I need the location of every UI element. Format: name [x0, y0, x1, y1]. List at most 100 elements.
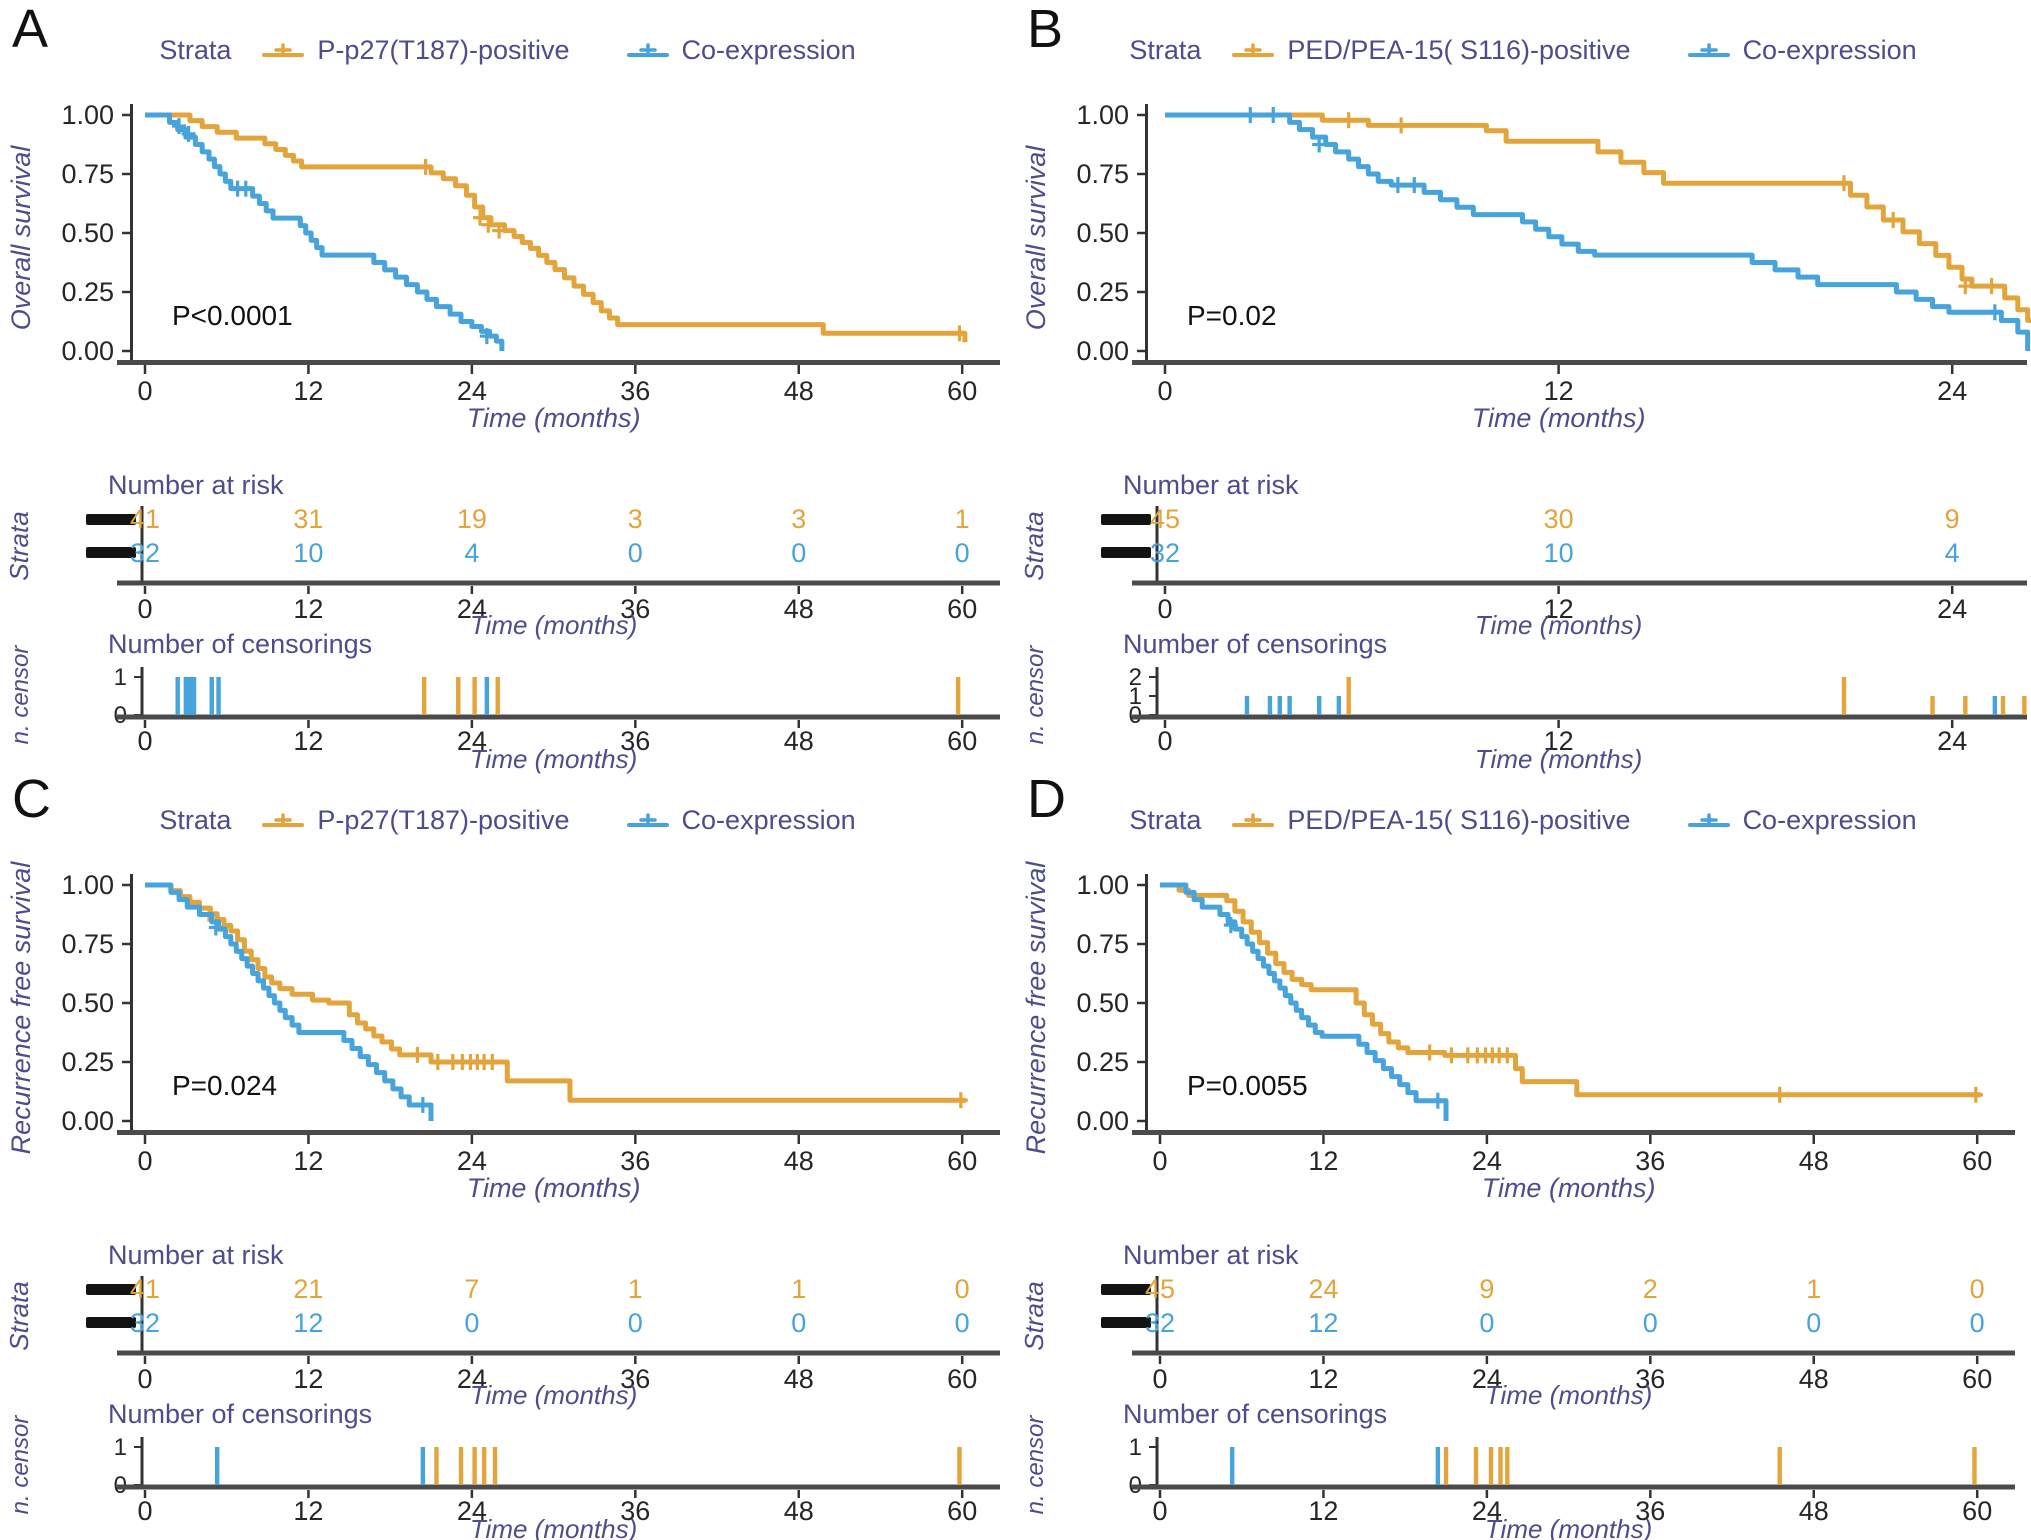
x-tick-label: 0 [1157, 376, 1172, 406]
risk-count: 3 [791, 504, 806, 534]
y-tick-label: 0.25 [61, 1047, 114, 1077]
km-curve [1165, 112, 2031, 351]
risk-count: 19 [457, 504, 487, 534]
x-tick-label: 24 [457, 376, 487, 406]
x-tick-label: 0 [1152, 1146, 1167, 1176]
censor-bar [420, 1447, 426, 1485]
strata-dash-orange [86, 514, 136, 525]
censor-y-axis-title: n. censor [7, 645, 34, 745]
censor-bar [1229, 1447, 1235, 1485]
x-tick-label: 60 [947, 594, 977, 624]
x-tick-label: 48 [1799, 1364, 1829, 1394]
censor-bar [492, 1447, 498, 1485]
y-tick-label: 1 [114, 664, 127, 691]
censor-bar [1316, 696, 1322, 715]
panel-C: C Strata P-p27(T187)-positive Co-express… [0, 770, 1015, 1540]
km-curve [1165, 112, 2031, 323]
x-axis-title: Time (months) [470, 610, 637, 640]
x-tick-label: 36 [1635, 1496, 1665, 1526]
y-tick-label: 0.75 [61, 929, 114, 959]
strata-dash-blue [1101, 1317, 1151, 1328]
censor-bar [1267, 696, 1273, 715]
x-tick-label: 0 [137, 1146, 152, 1176]
x-tick-label: 48 [1799, 1496, 1829, 1526]
x-tick-label: 12 [293, 1364, 323, 1394]
censor-bar [472, 677, 477, 715]
x-axis-title: Time (months) [1475, 744, 1642, 774]
censor-bar [1336, 696, 1342, 715]
x-tick-label: 0 [137, 1496, 152, 1526]
strata-dash-blue [86, 547, 136, 558]
legend: Strata P-p27(T187)-positive Co-expressio… [159, 805, 855, 840]
risk-count: 0 [1479, 1308, 1494, 1338]
km-curve [145, 882, 434, 1121]
risk-count: 10 [293, 538, 323, 568]
x-tick-label: 0 [1157, 726, 1172, 756]
y-tick-label: 2 [1129, 664, 1142, 691]
censor-bar [484, 677, 490, 715]
x-tick-label: 0 [1152, 1364, 1167, 1394]
risk-count: 45 [1145, 1274, 1175, 1304]
legend-label: PED/PEA-15( S116)-positive [1287, 805, 1631, 835]
risk-count: 0 [955, 1308, 970, 1338]
censor-bar [458, 1447, 464, 1485]
legend-item: P-p27(T187)-positive [261, 35, 570, 66]
censor-bar [1435, 1447, 1441, 1485]
x-tick-label: 60 [947, 1496, 977, 1526]
legend-item: Co-expression [626, 805, 856, 836]
censor-bar [955, 677, 961, 715]
risk-count: 9 [1945, 504, 1960, 534]
strata-dash-blue [1101, 547, 1151, 558]
y-tick-label: 1.00 [1076, 100, 1129, 130]
risk-count: 10 [1544, 538, 1574, 568]
x-tick-label: 12 [1308, 1364, 1338, 1394]
y-tick-label: 1.00 [61, 870, 114, 900]
censor-bar [1498, 1447, 1503, 1485]
censor-bar [214, 1447, 220, 1485]
number-at-risk-table: Number at risk Strata 45 24 9 2 1 0 32 12 0 0 0 0 0 12 2… [1019, 1240, 2015, 1410]
legend-label: P-p27(T187)-positive [317, 805, 570, 835]
risk-count: 0 [628, 538, 643, 568]
x-tick-label: 36 [620, 1146, 650, 1176]
risk-count: 21 [293, 1274, 323, 1304]
censor-plot-title: Number of censorings [1123, 1399, 1387, 1429]
x-tick-label: 12 [1544, 376, 1574, 406]
x-tick-label: 48 [784, 594, 814, 624]
censor-bar [422, 677, 427, 715]
censor-bar [1443, 1447, 1449, 1485]
km-plot: Overall survival 1.00 0.75 0.50 0.25 0.00 0 12 2… [6, 100, 1000, 433]
legend-label: Co-expression [1742, 35, 1917, 65]
risk-count: 12 [293, 1308, 323, 1338]
km-plot: Recurrence free survival 1.00 0.75 0.50 0.25… [6, 861, 1000, 1203]
y-tick-label: 0.50 [1076, 988, 1129, 1018]
risk-table-title: Number at risk [1123, 470, 1299, 500]
y-tick-label: 1 [1129, 683, 1142, 710]
censor-plus-marker-icon [262, 42, 305, 57]
x-tick-label: 36 [620, 726, 650, 756]
panel-D: D Strata PED/PEA-15( S116)-positive Co-e… [1015, 770, 2031, 1540]
x-tick-label: 24 [457, 594, 487, 624]
legend-item: PED/PEA-15( S116)-positive [1231, 35, 1631, 66]
risk-table-title: Number at risk [108, 470, 284, 500]
y-tick-label: 0.25 [61, 277, 114, 307]
censor-y-axis-title: n. censor [1022, 1415, 1049, 1515]
strata-dash-orange [1101, 1284, 1151, 1295]
censor-plus-marker-icon [262, 812, 305, 827]
x-tick-label: 0 [1157, 594, 1172, 624]
y-tick-label: 0.75 [61, 159, 114, 189]
risk-count: 1 [628, 1274, 643, 1304]
risk-count: 32 [130, 1308, 160, 1338]
x-tick-label: 36 [1635, 1364, 1665, 1394]
legend-item: Co-expression [626, 35, 856, 66]
censor-bar [175, 677, 180, 715]
risk-count: 0 [464, 1308, 479, 1338]
censor-bar [216, 677, 221, 715]
legend-label: Co-expression [1742, 805, 1917, 835]
risk-count: 24 [1308, 1274, 1338, 1304]
risk-count: 1 [1806, 1274, 1821, 1304]
censor-y-axis-title: n. censor [7, 1415, 34, 1515]
